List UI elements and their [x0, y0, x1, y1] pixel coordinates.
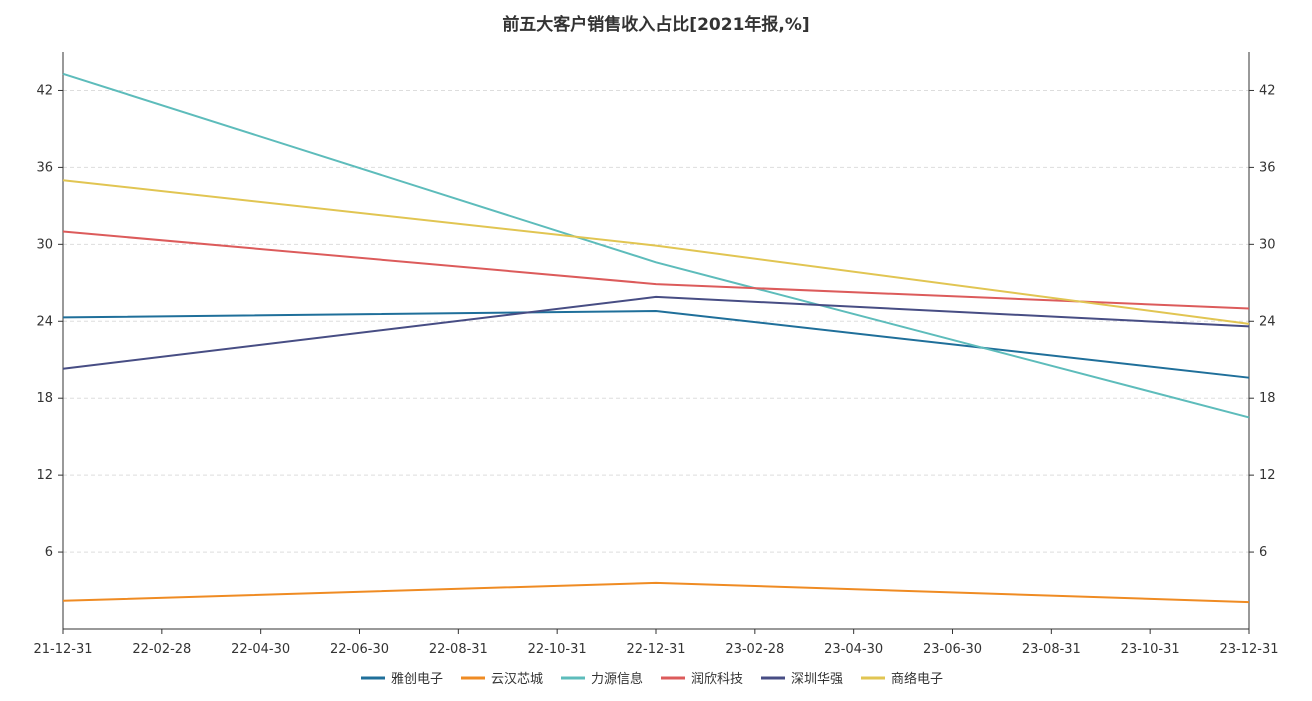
- y-tick-label-right: 18: [1259, 391, 1276, 406]
- x-tick-label: 23-04-30: [824, 642, 883, 657]
- x-tick-label: 22-02-28: [132, 642, 191, 657]
- series-line: [62, 72, 1250, 419]
- y-tick-label-left: 12: [36, 468, 53, 483]
- series-line: [62, 230, 1250, 310]
- x-tick-label: 22-04-30: [231, 642, 290, 657]
- x-tick-label: 23-08-31: [1022, 642, 1081, 657]
- y-tick-label-right: 6: [1259, 545, 1267, 560]
- y-tick-label-left: 30: [36, 237, 53, 252]
- x-tick-label: 23-06-30: [923, 642, 982, 657]
- x-tick-label: 21-12-31: [33, 642, 92, 657]
- y-tick-label-right: 36: [1259, 160, 1276, 175]
- y-tick-label-right: 24: [1259, 314, 1276, 329]
- legend-label: 雅创电子: [391, 672, 443, 687]
- y-tick-label-left: 18: [36, 391, 53, 406]
- chart-title: 前五大客户销售收入占比[2021年报,%]: [502, 15, 810, 35]
- x-tick-label: 23-02-28: [725, 642, 784, 657]
- legend-label: 深圳华强: [791, 672, 843, 687]
- x-tick-label: 22-10-31: [528, 642, 587, 657]
- y-tick-label-right: 12: [1259, 468, 1276, 483]
- x-tick-label: 23-10-31: [1121, 642, 1180, 657]
- legend-label: 云汉芯城: [491, 672, 543, 687]
- y-tick-label-left: 6: [45, 545, 53, 560]
- y-tick-label-left: 24: [36, 314, 53, 329]
- series-line: [62, 179, 1250, 325]
- x-tick-label: 23-12-31: [1219, 642, 1278, 657]
- y-tick-label-left: 36: [36, 160, 53, 175]
- y-tick-label-left: 42: [36, 83, 53, 98]
- series-line: [62, 581, 1250, 604]
- legend-label: 力源信息: [591, 671, 643, 687]
- x-tick-label: 22-12-31: [626, 642, 685, 657]
- x-tick-label: 22-08-31: [429, 642, 488, 657]
- x-tick-label: 22-06-30: [330, 642, 389, 657]
- series-line: [62, 310, 1250, 379]
- y-tick-label-right: 30: [1259, 237, 1276, 252]
- legend-label: 润欣科技: [691, 672, 743, 687]
- series-line: [62, 295, 1250, 370]
- legend-label: 商络电子: [891, 671, 943, 687]
- y-tick-label-right: 42: [1259, 83, 1276, 98]
